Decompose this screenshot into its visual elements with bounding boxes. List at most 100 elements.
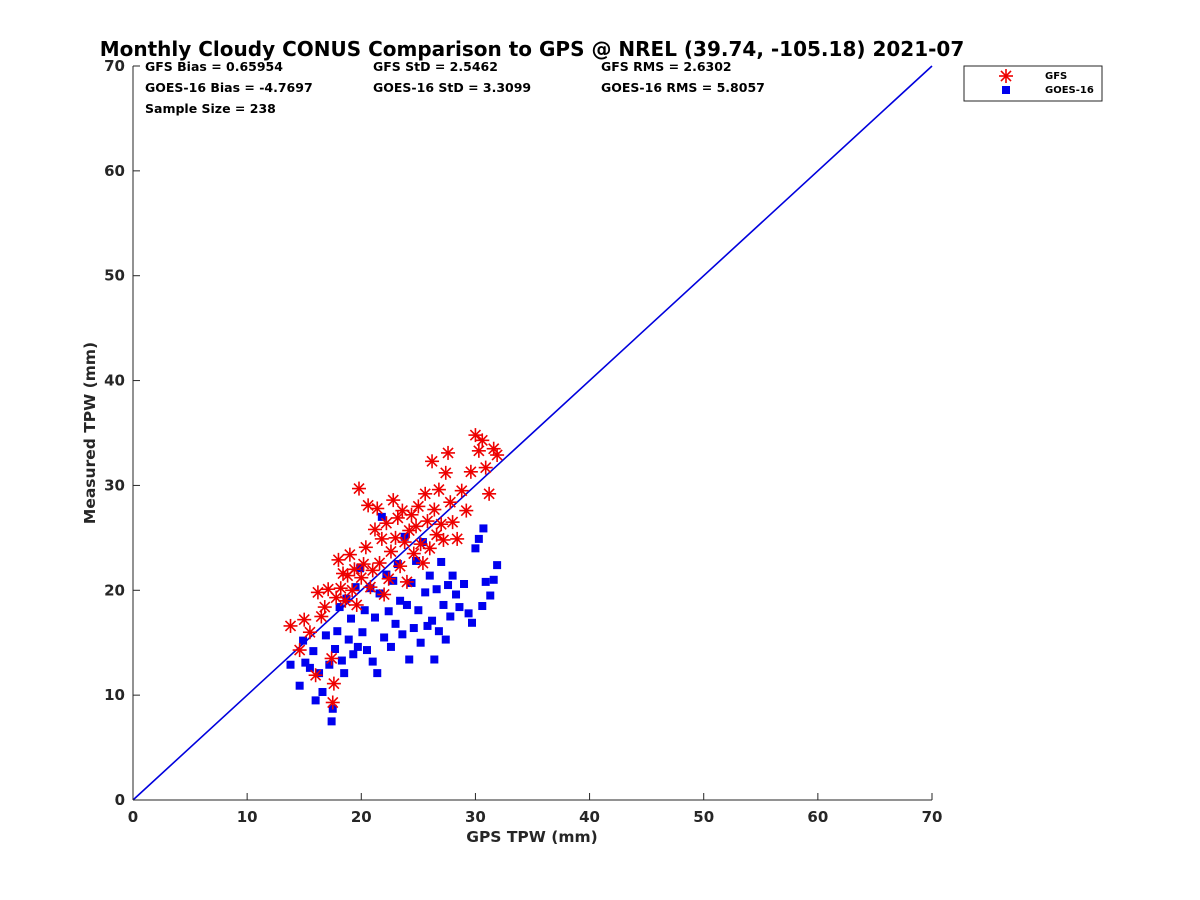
goes-16-point xyxy=(325,660,334,669)
gfs-point xyxy=(317,600,332,615)
goes-16-point xyxy=(353,642,362,651)
goes-16-point xyxy=(446,612,455,621)
goes-16-point xyxy=(301,658,310,667)
goes-16-point xyxy=(398,630,407,639)
goes-16-point xyxy=(335,603,344,612)
x-tick-label: 60 xyxy=(807,808,828,826)
goes-16-point xyxy=(370,613,379,622)
goes-16-point xyxy=(286,660,295,669)
goes-16-point xyxy=(391,619,400,628)
gfs-point xyxy=(352,481,367,496)
gfs-point xyxy=(478,460,493,475)
goes-16-point xyxy=(444,581,453,590)
goes-16-point xyxy=(396,596,405,605)
gfs-point xyxy=(490,448,505,463)
gfs-point xyxy=(338,593,353,608)
stat-gfs-std: GFS StD = 2.5462 xyxy=(373,59,498,74)
stat-gfs-rms: GFS RMS = 2.6302 xyxy=(601,59,732,74)
gfs-point xyxy=(324,651,339,666)
gfs-point xyxy=(370,501,385,516)
x-tick-label: 50 xyxy=(693,808,714,826)
plot-frame xyxy=(132,66,932,801)
x-tick-label: 40 xyxy=(579,808,600,826)
x-axis-ticks: 0 10 20 30 40 50 60 70 xyxy=(128,793,942,826)
goes-16-point xyxy=(309,647,318,656)
goes-16-point xyxy=(305,663,314,672)
gfs-point xyxy=(340,568,355,583)
legend: GFS GOES-16 xyxy=(963,65,1103,102)
goes-16-point xyxy=(434,627,443,636)
gfs-point xyxy=(390,510,405,525)
y-axis-ticks: 0 10 20 30 40 50 60 70 xyxy=(104,57,140,809)
y-tick-label: 10 xyxy=(104,686,125,704)
gfs-point xyxy=(459,503,474,518)
gfs-point xyxy=(438,465,453,480)
gfs-point xyxy=(402,523,417,538)
goes-16-point xyxy=(402,600,411,609)
gfs-point xyxy=(349,597,364,612)
goes-16-point xyxy=(412,556,421,565)
gfs-point xyxy=(325,695,340,710)
legend-goes-label: GOES-16 xyxy=(1045,85,1094,96)
gfs-point xyxy=(367,522,382,537)
y-tick-label: 60 xyxy=(104,162,125,180)
goes-16-point xyxy=(416,638,425,647)
chart-title: Monthly Cloudy CONUS Comparison to GPS @… xyxy=(100,37,965,61)
gfs-point xyxy=(482,486,497,501)
gfs-point xyxy=(347,562,362,577)
legend-box xyxy=(963,65,1103,102)
gfs-point xyxy=(431,482,446,497)
goes-16-point xyxy=(373,669,382,678)
goes-16-point xyxy=(455,603,464,612)
gfs-point xyxy=(427,502,442,517)
goes-16-point xyxy=(344,635,353,644)
legend-gfs-label: GFS xyxy=(1045,71,1067,82)
goes-16-point xyxy=(452,590,461,599)
goes-16-point xyxy=(481,577,490,586)
x-tick-label: 20 xyxy=(351,808,372,826)
gfs-point xyxy=(302,625,317,640)
goes-16-point xyxy=(377,512,386,521)
goes-16-point xyxy=(331,645,340,654)
legend-goes-square xyxy=(1002,86,1010,94)
reference-line-1to1 xyxy=(132,65,933,801)
gfs-point xyxy=(443,495,458,510)
x-tick-label: 10 xyxy=(237,808,258,826)
gfs-point xyxy=(418,486,433,501)
y-tick-label: 0 xyxy=(115,791,125,809)
x-axis-label: GPS TPW (mm) xyxy=(466,828,598,846)
goes-16-point xyxy=(380,633,389,642)
goes-16-point xyxy=(432,585,441,594)
gfs-point xyxy=(342,547,357,562)
gfs-point xyxy=(436,532,451,547)
goes-16-point xyxy=(486,591,495,600)
gfs-point xyxy=(308,668,323,683)
goes-16-point xyxy=(349,650,358,659)
stat-goes-std: GOES-16 StD = 3.3099 xyxy=(373,80,531,95)
goes-16-point xyxy=(409,624,418,633)
gfs-point xyxy=(333,581,348,596)
goes-16-point xyxy=(407,578,416,587)
legend-goes-marker xyxy=(1002,86,1010,94)
gfs-point xyxy=(297,612,312,627)
gfs-point xyxy=(363,580,378,595)
goes-16-point xyxy=(414,606,423,615)
stat-goes-rms: GOES-16 RMS = 5.8057 xyxy=(601,80,765,95)
gfs-point xyxy=(397,535,412,550)
gfs-point xyxy=(454,483,469,498)
goes-16-point xyxy=(448,571,457,580)
goes-16-point xyxy=(428,616,437,625)
goes-16-point xyxy=(474,534,483,543)
goes-16-point xyxy=(347,614,356,623)
gfs-point xyxy=(379,516,394,531)
gfs-point xyxy=(283,618,298,633)
goes-16-point xyxy=(333,627,342,636)
gfs-point xyxy=(377,587,392,602)
gfs-point xyxy=(372,556,387,571)
goes-16-point xyxy=(479,524,488,533)
goes-16-point xyxy=(493,561,502,570)
goes-16-point xyxy=(478,602,487,611)
goes-16-point xyxy=(389,576,398,585)
gfs-point xyxy=(331,552,346,567)
